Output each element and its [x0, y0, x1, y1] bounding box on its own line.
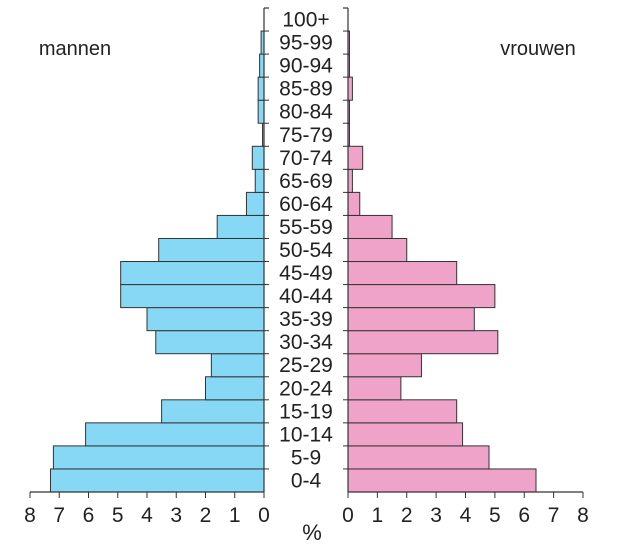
age-label-65-69: 65-69 — [279, 170, 333, 193]
male-bar-0-4 — [49, 468, 265, 493]
right-tick-label-6: 6 — [518, 504, 530, 527]
female-bar-15-19 — [347, 399, 458, 424]
age-label-5-9: 5-9 — [291, 446, 321, 469]
female-bar-5-9 — [347, 445, 490, 470]
age-label-90-94: 90-94 — [279, 55, 333, 78]
age-label-20-24: 20-24 — [279, 377, 333, 400]
right-tick-label-8: 8 — [577, 504, 589, 527]
male-bar-55-59 — [216, 214, 265, 239]
male-series-label: mannen — [39, 38, 111, 60]
female-bar-70-74 — [347, 145, 364, 170]
left-tick-label-6: 6 — [83, 504, 95, 527]
age-label-0-4: 0-4 — [291, 469, 322, 492]
male-bar-30-34 — [155, 330, 265, 355]
age-label-55-59: 55-59 — [279, 216, 333, 239]
female-bar-35-39 — [347, 307, 475, 332]
female-bar-40-44 — [347, 284, 496, 309]
age-label-95-99: 95-99 — [279, 32, 333, 55]
age-label-50-54: 50-54 — [279, 239, 333, 262]
male-bar-5-9 — [52, 445, 265, 470]
female-bar-85-89 — [347, 76, 353, 101]
age-group-labels: 0-45-910-1415-1920-2425-2930-3435-3940-4… — [279, 9, 333, 493]
female-bar-45-49 — [347, 261, 458, 286]
male-bar-40-44 — [120, 284, 265, 309]
age-label-100+: 100+ — [282, 9, 329, 32]
age-label-80-84: 80-84 — [279, 101, 333, 124]
left-tick-label-3: 3 — [170, 504, 182, 527]
left-tick-label-0: 0 — [258, 504, 270, 527]
female-bar-20-24 — [347, 376, 402, 401]
female-bar-60-64 — [347, 191, 361, 216]
left-tick-label-7: 7 — [53, 504, 65, 527]
male-bar-15-19 — [161, 399, 265, 424]
male-bar-25-29 — [210, 353, 265, 378]
male-bar-50-54 — [158, 237, 265, 263]
right-tick-label-7: 7 — [548, 504, 560, 527]
female-bar-55-59 — [347, 214, 393, 239]
right-tick-label-5: 5 — [489, 504, 501, 527]
male-bar-35-39 — [146, 307, 265, 332]
right-tick-label-0: 0 — [342, 504, 354, 527]
age-label-45-49: 45-49 — [279, 262, 333, 285]
male-bar-85-89 — [257, 76, 265, 101]
age-label-30-34: 30-34 — [279, 331, 333, 354]
female-bar-0-4 — [347, 468, 537, 493]
left-tick-label-5: 5 — [112, 504, 124, 527]
female-bar-30-34 — [347, 330, 499, 355]
age-label-25-29: 25-29 — [279, 354, 333, 377]
age-label-70-74: 70-74 — [279, 147, 333, 170]
age-label-60-64: 60-64 — [279, 193, 333, 216]
left-tick-label-8: 8 — [24, 504, 36, 527]
age-label-15-19: 15-19 — [279, 400, 333, 423]
male-bar-60-64 — [245, 191, 265, 216]
male-bar-70-74 — [251, 145, 265, 170]
female-bar-10-14 — [347, 422, 464, 447]
male-bar-10-14 — [85, 422, 265, 447]
age-label-10-14: 10-14 — [279, 423, 333, 446]
right-tick-label-3: 3 — [430, 504, 442, 527]
right-tick-label-2: 2 — [401, 504, 413, 527]
female-bar-25-29 — [347, 353, 422, 378]
female-bar-65-69 — [347, 168, 353, 193]
male-bars — [49, 30, 265, 493]
male-bar-80-84 — [257, 99, 265, 124]
x-axis-label: % — [302, 520, 322, 544]
right-tick-label-1: 1 — [372, 504, 384, 527]
female-bar-50-54 — [347, 237, 408, 263]
age-label-85-89: 85-89 — [279, 78, 333, 101]
age-label-35-39: 35-39 — [279, 308, 333, 331]
age-label-75-79: 75-79 — [279, 124, 333, 147]
right-tick-label-4: 4 — [460, 504, 472, 527]
male-bar-90-94 — [259, 53, 265, 78]
female-bars — [347, 30, 537, 493]
female-series-label: vrouwen — [500, 38, 576, 60]
left-tick-label-4: 4 — [141, 504, 153, 527]
male-bar-20-24 — [205, 376, 265, 401]
male-bar-65-69 — [254, 168, 265, 193]
male-bar-45-49 — [120, 261, 265, 286]
left-tick-label-1: 1 — [229, 504, 241, 527]
left-tick-label-2: 2 — [200, 504, 212, 527]
age-label-40-44: 40-44 — [279, 285, 333, 308]
